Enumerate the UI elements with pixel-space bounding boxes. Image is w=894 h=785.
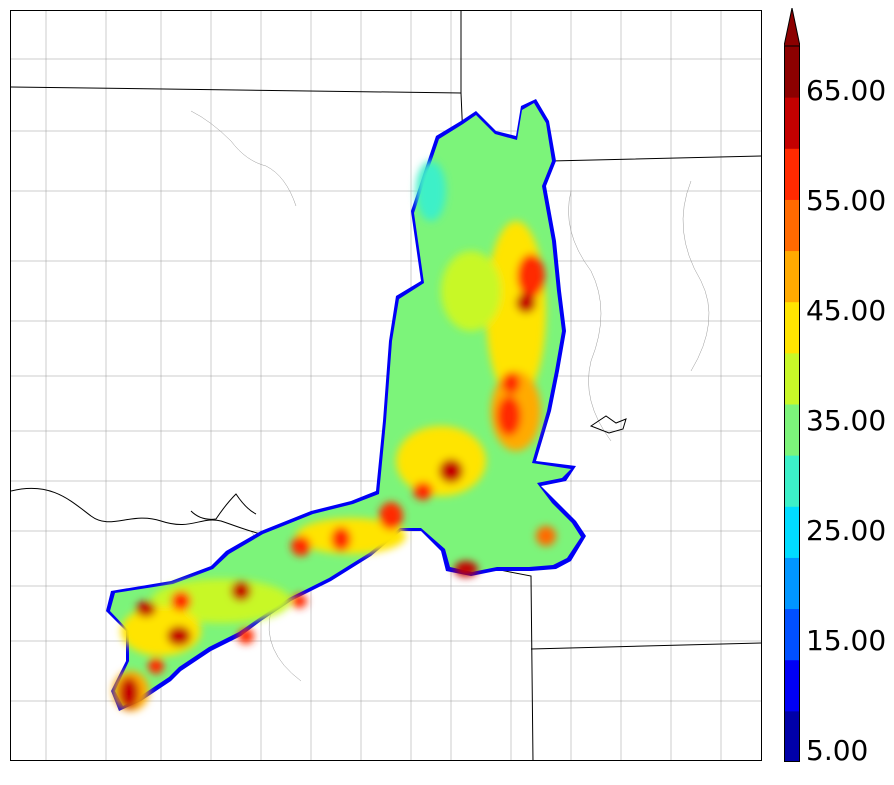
colorbar-tick-label-15: 15.00 [806, 624, 887, 657]
colorbar-swatch [784, 46, 800, 98]
colorbar-tick-label-35: 35.00 [806, 404, 887, 437]
hydrology [190, 415, 627, 520]
colorbar-swatch [784, 608, 800, 661]
colorbar-swatch [784, 250, 800, 303]
colorbar-swatch [784, 506, 800, 558]
colorbar-tick-label-25: 25.00 [806, 514, 887, 547]
colorbar-tick-label-65: 65.00 [806, 74, 887, 107]
colorbar-swatch [784, 301, 800, 354]
colorbar-svg [783, 7, 801, 763]
colorbar [783, 7, 801, 763]
colorbar-tick-label-5: 5.00 [806, 734, 869, 767]
colorbar-swatch [784, 352, 800, 405]
colorbar-swatch [784, 710, 800, 763]
colorbar-swatch [784, 404, 800, 456]
colorbar-tick-label-45: 45.00 [806, 294, 887, 327]
map-panel[interactable] [10, 10, 762, 761]
colorbar-swatch [784, 97, 800, 149]
reflectivity-field [106, 99, 586, 711]
colorbar-swatch [784, 199, 800, 252]
colorbar-swatch [784, 455, 800, 507]
colorbar-tick-label-55: 55.00 [806, 184, 887, 217]
colorbar-frame [784, 45, 800, 762]
colorbar-swatch [784, 148, 800, 200]
colorbar-swatch [784, 659, 800, 712]
colorbar-swatch [784, 557, 800, 610]
colorbar-extend-arrow [783, 7, 801, 47]
reflectivity-map [11, 11, 761, 760]
